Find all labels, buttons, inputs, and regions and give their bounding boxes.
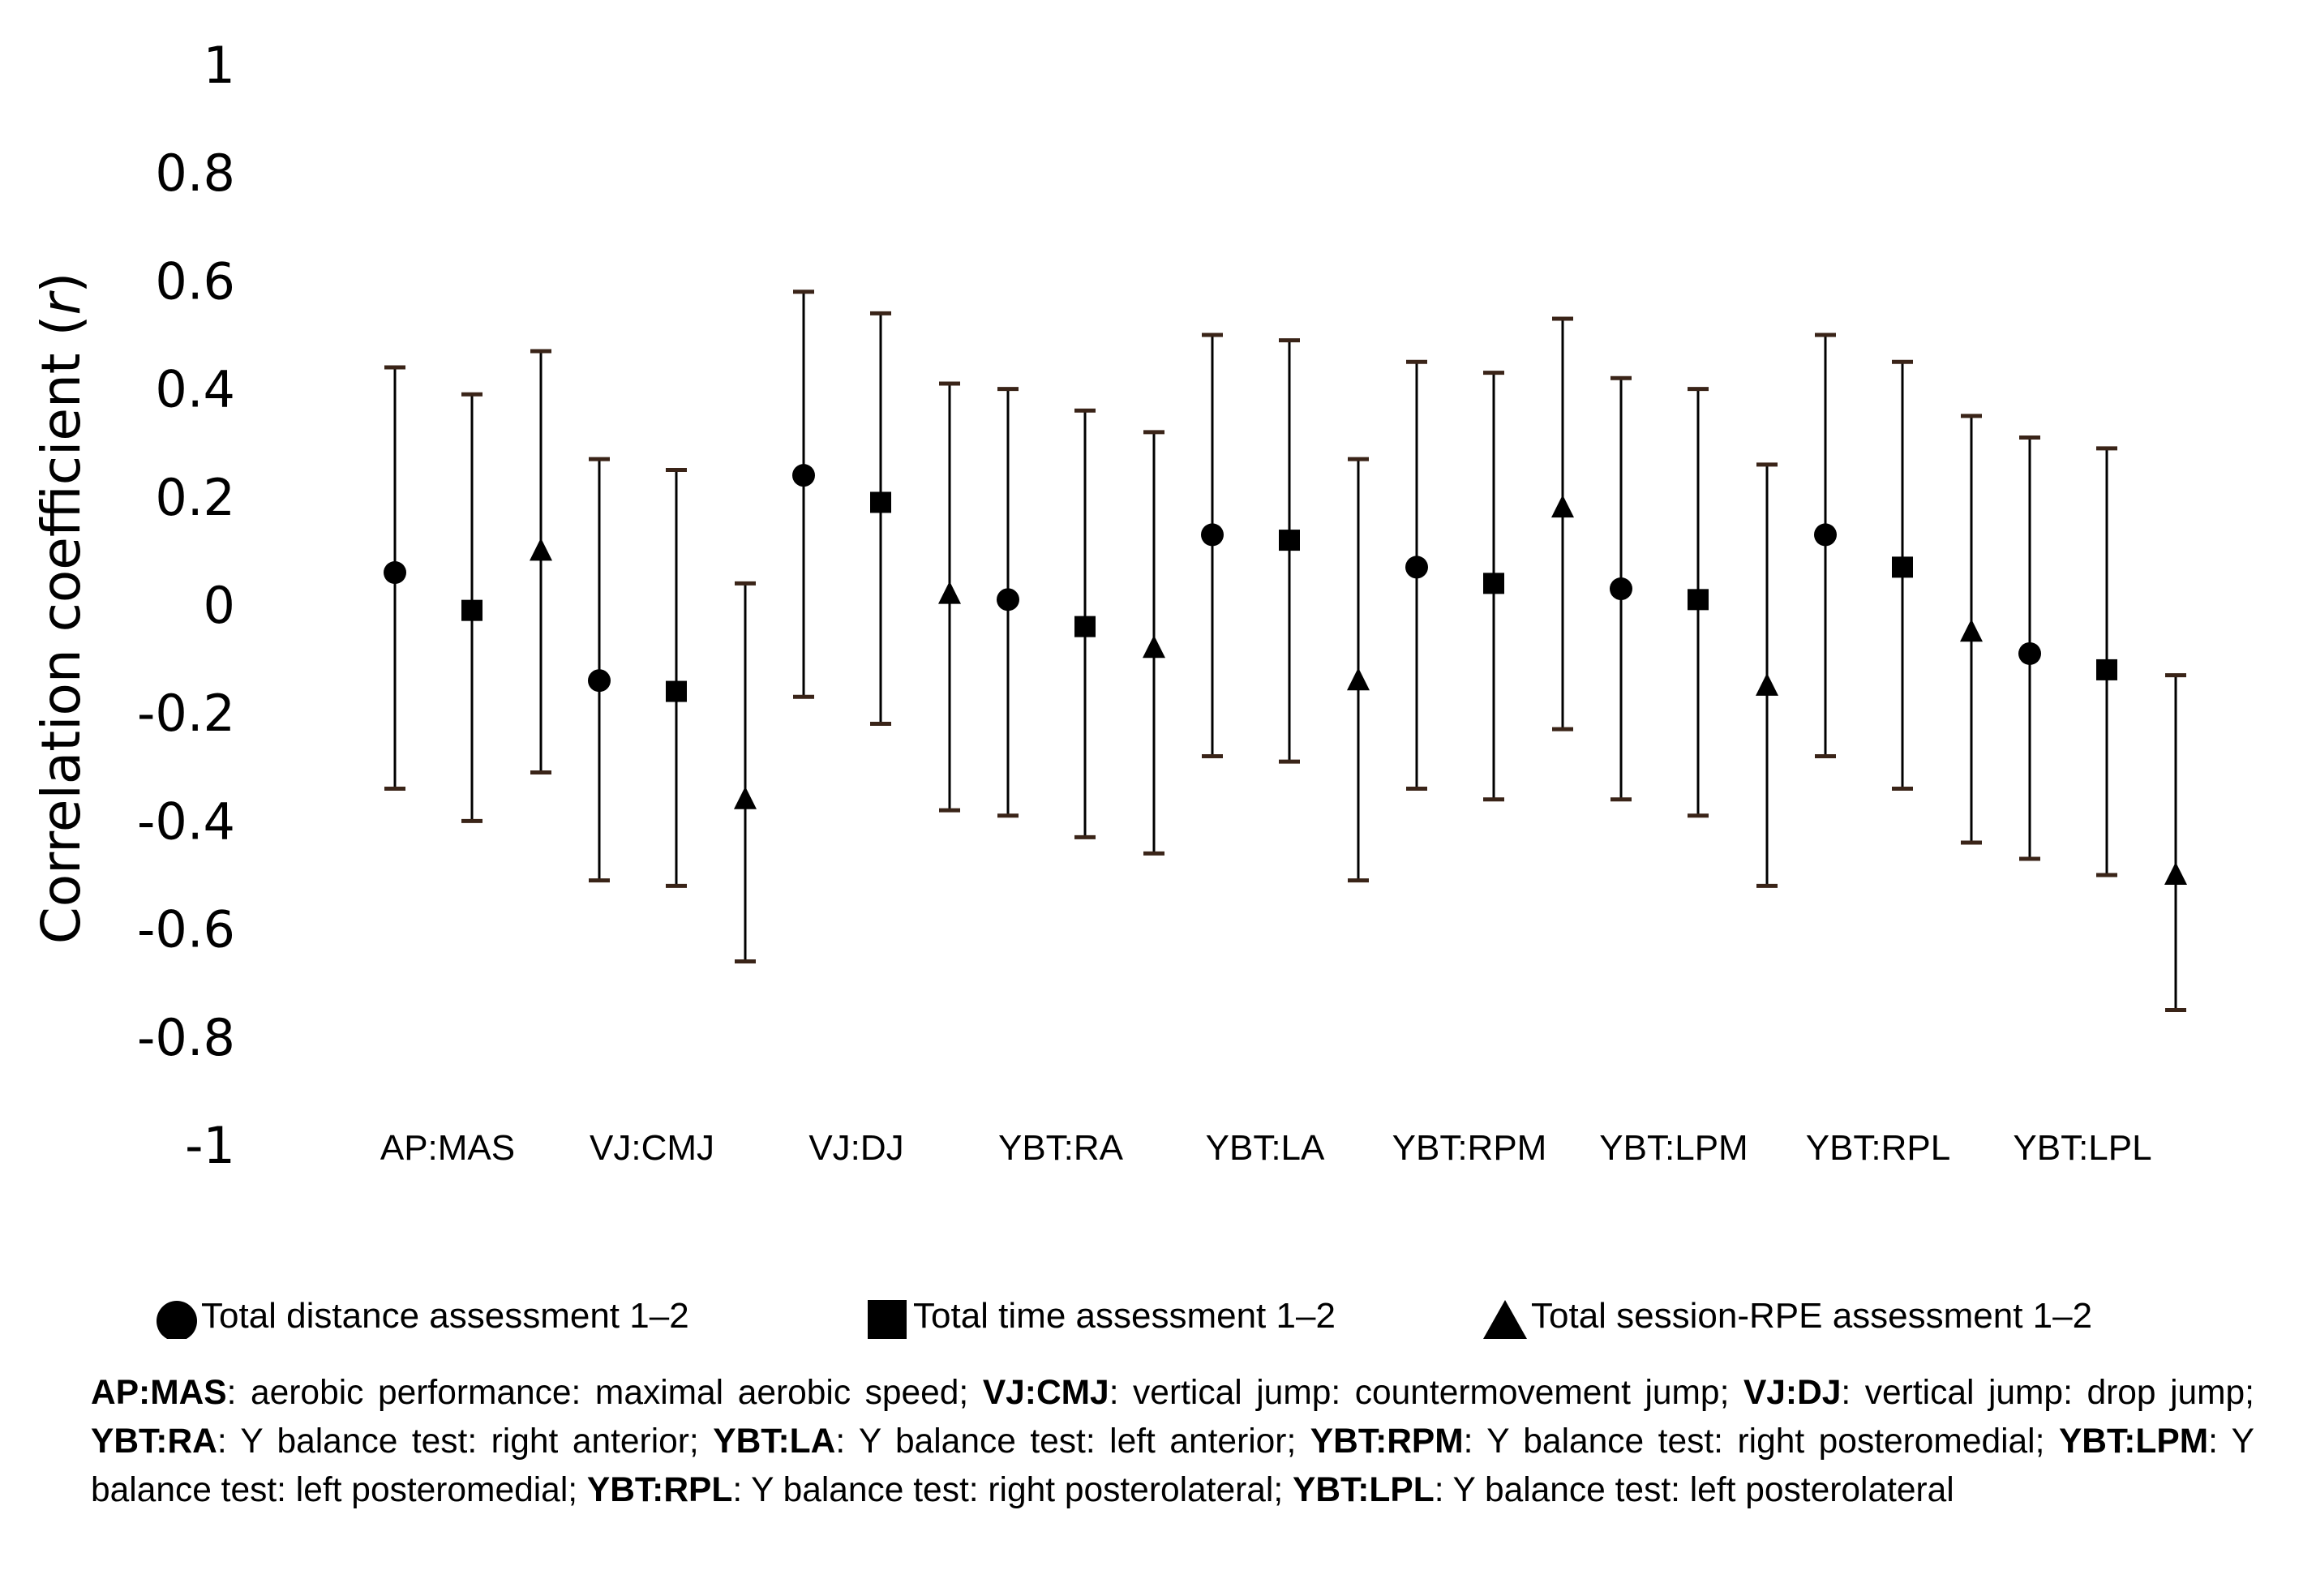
triangle-marker-icon — [1482, 1294, 1528, 1339]
y-axis-label-group: Correlation coefficient (r) — [30, 272, 92, 945]
footnote-abbr: YBT:RPM — [1310, 1422, 1464, 1461]
y-tick-label: 0.2 — [155, 468, 235, 527]
y-tick-label: 0.8 — [155, 144, 235, 203]
footnote-desc: : Y balance test: right posteromedial; — [1463, 1422, 2059, 1461]
square-point — [1279, 530, 1300, 551]
circle-point — [997, 588, 1019, 611]
y-tick-label: -0.4 — [137, 792, 235, 851]
square-point — [870, 491, 891, 513]
circle-point — [1405, 556, 1428, 579]
x-category-label: YBT:RPM — [1392, 1128, 1547, 1168]
footnote-abbr: YBT:RA — [91, 1422, 217, 1461]
footnote-abbr: YBT:LPL — [1292, 1471, 1435, 1509]
triangle-point — [1551, 495, 1574, 518]
square-point — [666, 680, 687, 702]
circle-point — [588, 669, 611, 693]
footnote-desc: : vertical jump: drop jump; — [1841, 1374, 2254, 1412]
circle-point — [384, 561, 406, 585]
triangle-point — [1143, 635, 1165, 659]
triangle-point — [1960, 619, 1983, 642]
square-point — [1892, 556, 1913, 578]
footnote-desc: : Y balance test: left posterolateral — [1434, 1471, 1954, 1509]
footnote-abbr: YBT:RPL — [586, 1471, 733, 1509]
square-point — [2096, 659, 2117, 680]
y-tick-label: -0.6 — [137, 900, 235, 959]
footnote: AP:MAS: aerobic performance: maximal aer… — [91, 1369, 2254, 1515]
y-axis-ticks: 1 0.8 0.6 0.4 0.2 0 -0.2 -0.4 -0.6 -0.8 -1 — [137, 36, 235, 1175]
triangle-point — [1347, 667, 1370, 691]
square-point — [1074, 616, 1096, 637]
circle-point — [1201, 523, 1224, 547]
y-tick-label: 1 — [204, 36, 235, 95]
chart-svg: 1 0.8 0.6 0.4 0.2 0 -0.2 -0.4 -0.6 -0.8 -1 Correla… — [30, 36, 2187, 1175]
y-axis-label: Correlation coefficient (r) — [30, 272, 92, 945]
x-category-label: VJ:DJ — [808, 1128, 903, 1168]
legend-item-time: Total time assessment 1–2 — [864, 1288, 1336, 1345]
x-category-label: YBT:LA — [1206, 1128, 1325, 1168]
x-category-label: YBT:LPL — [2013, 1128, 2151, 1168]
footnote-abbr: YBT:LA — [713, 1422, 836, 1461]
legend-label: Total session-RPE assessment 1–2 — [1531, 1296, 2093, 1336]
x-category-label: YBT:RPL — [1806, 1128, 1951, 1168]
legend-label: Total distance assessment 1–2 — [201, 1296, 689, 1336]
footnote-desc: : aerobic performance: maximal aerobic s… — [226, 1374, 983, 1412]
footnote-abbr: YBT:LPM — [2058, 1422, 2209, 1461]
circle-point — [1610, 577, 1632, 601]
y-tick-label: 0.6 — [155, 251, 235, 311]
x-category-label: YBT:LPM — [1599, 1128, 1748, 1168]
x-category-label: YBT:RA — [998, 1128, 1124, 1168]
legend: Total distance assessment 1–2 Total time… — [152, 1288, 2261, 1345]
y-tick-label: -1 — [185, 1116, 235, 1175]
square-point — [1483, 573, 1504, 594]
legend-item-distance: Total distance assessment 1–2 — [152, 1288, 689, 1345]
circle-point — [2018, 641, 2041, 665]
y-tick-label: -0.8 — [137, 1008, 235, 1067]
triangle-point — [734, 786, 757, 809]
footnote-desc: : Y balance test: right anterior; — [217, 1422, 714, 1461]
circle-point — [1814, 523, 1837, 547]
triangle-point — [2164, 862, 2187, 885]
footnote-abbr: VJ:DJ — [1743, 1374, 1842, 1412]
x-category-label: VJ:CMJ — [590, 1128, 714, 1168]
footnote-desc: : Y balance test: right posterolateral; — [732, 1471, 1293, 1509]
legend-item-session-rpe: Total session-RPE assessment 1–2 — [1482, 1288, 2092, 1345]
footnote-desc: : Y balance test: left posteromedial; — [91, 1422, 2254, 1509]
triangle-point — [530, 538, 552, 561]
y-tick-label: -0.2 — [137, 684, 235, 743]
footnote-abbr: VJ:CMJ — [982, 1374, 1109, 1412]
data-markers — [384, 464, 2187, 885]
footnote-abbr: AP:MAS — [91, 1374, 227, 1412]
triangle-point — [938, 581, 961, 604]
circle-marker-icon — [152, 1294, 198, 1341]
x-axis-category-labels: AP:MAS VJ:CMJ VJ:DJ YBT:RA YBT:LA YBT:RPM YBT:… — [380, 1128, 2152, 1168]
footnote-desc: : Y balance test: left anterior; — [835, 1422, 1310, 1461]
square-marker-icon — [864, 1294, 910, 1339]
error-bars — [384, 290, 2186, 1012]
triangle-point — [1756, 672, 1778, 696]
y-tick-label: 0 — [204, 576, 235, 635]
square-point — [461, 599, 482, 621]
legend-label: Total time assessment 1–2 — [913, 1296, 1336, 1336]
circle-point — [792, 464, 815, 487]
x-category-label: AP:MAS — [380, 1128, 515, 1168]
footnote-desc: : vertical jump: countermovement jump; — [1109, 1374, 1743, 1412]
square-point — [1688, 589, 1709, 611]
y-tick-label: 0.4 — [155, 360, 235, 419]
